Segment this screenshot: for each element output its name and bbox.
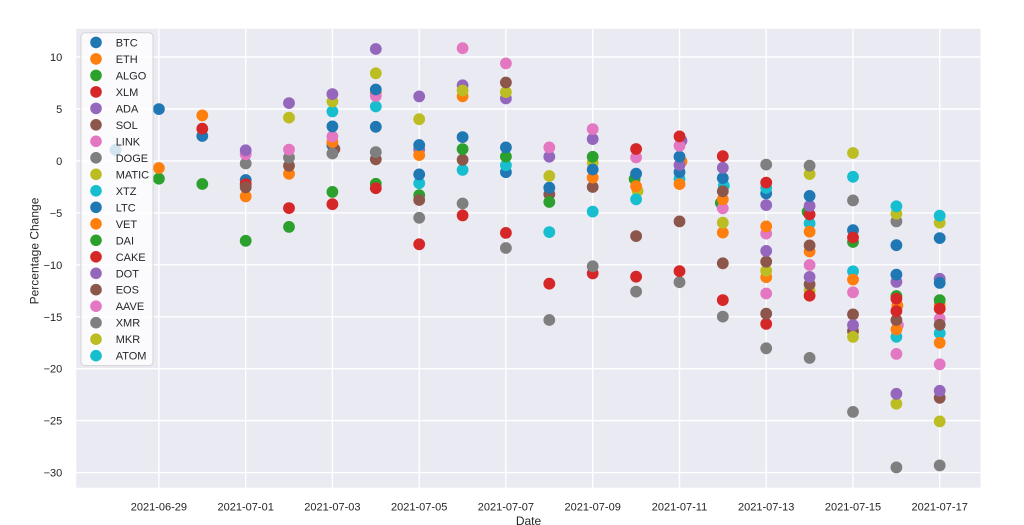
svg-text:2021-07-09: 2021-07-09 bbox=[565, 501, 621, 513]
svg-text:2021-07-17: 2021-07-17 bbox=[912, 501, 968, 513]
svg-text:−5: −5 bbox=[50, 208, 63, 220]
svg-text:SOL: SOL bbox=[116, 120, 138, 132]
svg-text:Percentage Change: Percentage Change bbox=[28, 197, 42, 304]
svg-text:DAI: DAI bbox=[116, 235, 134, 247]
svg-text:2021-06-29: 2021-06-29 bbox=[131, 501, 187, 513]
svg-text:LTC: LTC bbox=[116, 202, 136, 214]
svg-text:EOS: EOS bbox=[116, 285, 139, 297]
svg-text:−25: −25 bbox=[44, 416, 63, 428]
svg-text:AAVE: AAVE bbox=[116, 301, 145, 313]
svg-text:DOT: DOT bbox=[116, 268, 140, 280]
svg-text:2021-07-01: 2021-07-01 bbox=[218, 501, 274, 513]
svg-text:ADA: ADA bbox=[116, 103, 139, 115]
svg-text:2021-07-03: 2021-07-03 bbox=[304, 501, 360, 513]
svg-text:−15: −15 bbox=[44, 312, 63, 324]
svg-text:Date: Date bbox=[516, 514, 542, 525]
svg-text:−10: −10 bbox=[44, 260, 63, 272]
svg-text:2021-07-13: 2021-07-13 bbox=[738, 501, 794, 513]
svg-text:2021-07-05: 2021-07-05 bbox=[391, 501, 447, 513]
svg-text:ETH: ETH bbox=[116, 54, 138, 66]
svg-text:LINK: LINK bbox=[116, 136, 141, 148]
svg-text:−20: −20 bbox=[44, 364, 63, 376]
svg-text:2021-07-07: 2021-07-07 bbox=[478, 501, 534, 513]
svg-text:BTC: BTC bbox=[116, 37, 138, 49]
svg-text:2021-07-11: 2021-07-11 bbox=[652, 501, 707, 513]
svg-text:0: 0 bbox=[56, 156, 62, 168]
svg-text:CAKE: CAKE bbox=[116, 252, 146, 264]
svg-text:ALGO: ALGO bbox=[116, 70, 147, 82]
svg-text:10: 10 bbox=[50, 52, 62, 64]
svg-text:2021-07-15: 2021-07-15 bbox=[825, 501, 881, 513]
svg-text:MKR: MKR bbox=[116, 334, 141, 346]
svg-text:−30: −30 bbox=[44, 468, 63, 480]
svg-text:VET: VET bbox=[116, 219, 138, 231]
svg-text:XLM: XLM bbox=[116, 87, 139, 99]
svg-text:XMR: XMR bbox=[116, 318, 141, 330]
svg-text:XTZ: XTZ bbox=[116, 186, 137, 198]
svg-text:5: 5 bbox=[56, 104, 62, 116]
svg-text:MATIC: MATIC bbox=[116, 169, 149, 181]
svg-text:ATOM: ATOM bbox=[116, 351, 147, 363]
svg-text:DOGE: DOGE bbox=[116, 153, 148, 165]
